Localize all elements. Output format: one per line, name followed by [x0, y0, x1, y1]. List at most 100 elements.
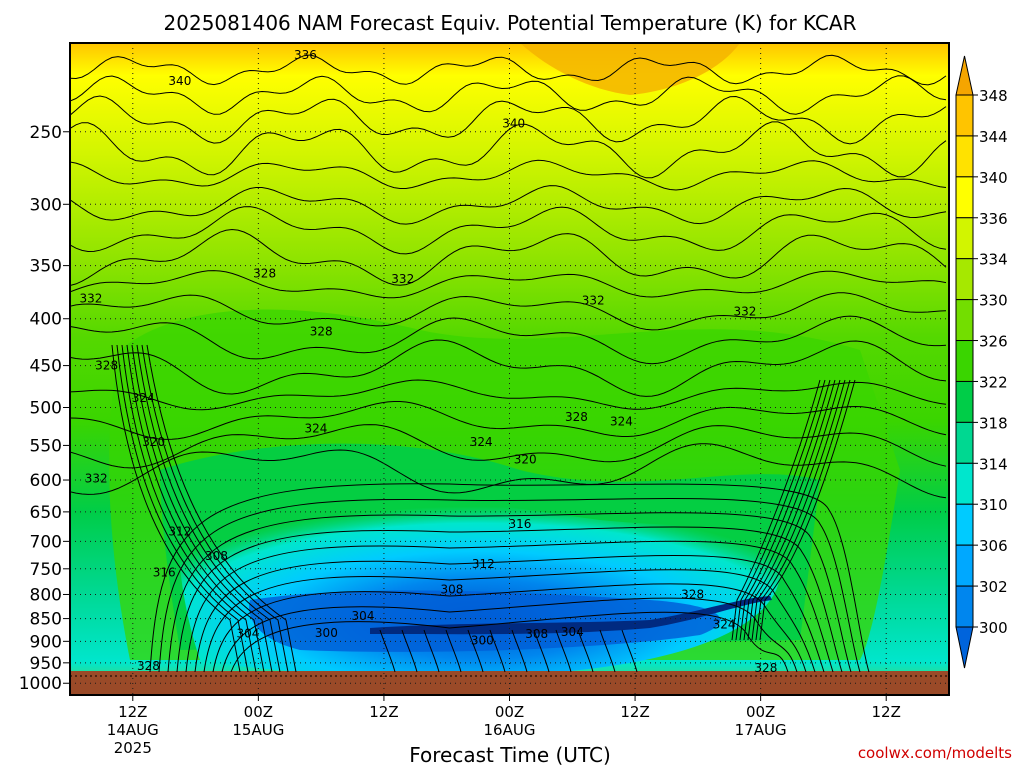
y-axis: 2503003504004505005506006507007508008509…: [19, 123, 70, 694]
contour-label: 308: [205, 549, 228, 563]
x-tick-label: 00Z: [746, 703, 775, 721]
contour-label: 308: [440, 582, 463, 596]
colorbar-swatch: [955, 462, 974, 505]
contour-label: 316: [153, 565, 176, 579]
y-tick-label: 900: [30, 632, 62, 652]
y-tick-label: 800: [30, 585, 62, 605]
colorbar-cap-bottom: [955, 626, 974, 669]
plot-area: 336 340 340 328 332 332 332 332 328 328 324 324 324 3…: [70, 43, 949, 695]
contour-label: 300: [315, 626, 338, 640]
contour-line: [489, 629, 506, 673]
contour-line: [221, 597, 798, 673]
contour-line: [747, 379, 841, 641]
contour-line: [599, 629, 616, 673]
x-tick-sublabel: 17AUG: [735, 721, 787, 739]
contour-line: [70, 379, 947, 411]
colorbar-swatch: [955, 503, 974, 546]
sharp-gradient-band: [370, 596, 772, 635]
contour-line: [70, 292, 947, 331]
contour-line: [743, 379, 836, 641]
chart-title: 2025081406 NAM Forecast Equiv. Potential…: [164, 11, 857, 35]
colorbar-label: 344: [979, 128, 1008, 146]
contour-line: [755, 379, 851, 641]
contour-line: [212, 583, 807, 673]
x-tick-sublabel: 15AUG: [232, 721, 284, 739]
colorbar-swatch: [955, 135, 974, 178]
colorbar-swatch: [955, 340, 974, 382]
contour-line: [149, 483, 870, 673]
contour-labels: 336 340 340 328 332 332 332 332 328 328 324 324 324 3…: [79, 48, 777, 675]
contour-label: 312: [168, 525, 191, 539]
x-tick-sublabel: 16AUG: [484, 721, 536, 739]
contour-line: [70, 95, 947, 145]
gridlines: [70, 43, 949, 695]
contour-label: 328: [681, 587, 704, 601]
colorbar-label: 330: [979, 292, 1008, 310]
colorbar-label: 326: [979, 333, 1008, 351]
x-tick-label: 12Z: [118, 703, 147, 721]
contour-label: 328: [137, 659, 160, 673]
contour-line: [230, 611, 789, 673]
contour-label: 324: [470, 435, 493, 449]
contour-line: [185, 540, 834, 673]
contour-line: [445, 629, 462, 673]
y-tick-label: 950: [30, 654, 62, 674]
contour-line: [146, 344, 297, 673]
contour-line: [467, 629, 484, 673]
contour-label: 324: [304, 421, 327, 435]
y-tick-label: 650: [30, 503, 62, 523]
contour-label: 308: [525, 627, 548, 641]
upper-yellow-cap: [520, 43, 740, 95]
x-tick-label: 12Z: [620, 703, 649, 721]
y-tick-label: 600: [30, 471, 62, 491]
contour-line: [70, 121, 947, 179]
contour-line: [759, 379, 856, 641]
contour-line: [141, 344, 289, 673]
x-tick-label: 12Z: [872, 703, 901, 721]
contour-line: [121, 344, 257, 673]
contour-label: 328: [754, 661, 777, 675]
colorbar-swatch: [955, 258, 974, 301]
colorbar-swatch: [955, 544, 974, 587]
contour-label: 328: [310, 324, 333, 338]
colorbar-swatch: [955, 380, 974, 423]
contour-label: 320: [142, 435, 165, 449]
contour-line: [126, 344, 265, 673]
contour-label: 304: [352, 609, 375, 623]
contour-line: [735, 379, 826, 641]
contour-line: [739, 379, 831, 641]
contour-line: [194, 554, 825, 673]
y-tick-label: 850: [30, 610, 62, 630]
x-tick-sublabel: 14AUG: [107, 721, 159, 739]
contour-label: 340: [168, 74, 191, 88]
contour-label: 332: [79, 291, 102, 305]
colorbar-label: 300: [979, 619, 1008, 637]
contour-line: [111, 344, 241, 673]
colorbar-label: 302: [979, 578, 1008, 596]
colorbar-swatch: [955, 421, 974, 464]
x-tick-label: 00Z: [495, 703, 524, 721]
colorbar-swatch: [955, 585, 974, 628]
colorbar: 348 344 340 336 334 330 326 322 318 314 310 306 302 3…: [955, 55, 1008, 669]
colorbar-label: 314: [979, 455, 1008, 473]
colorbar-label: 318: [979, 414, 1008, 432]
colorbar-label: 348: [979, 87, 1008, 105]
contour-line: [70, 339, 947, 397]
contour-label: 320: [514, 453, 537, 467]
x-tick-sublabel: 2025: [114, 739, 152, 757]
y-tick-label: 350: [30, 257, 62, 277]
credit-link[interactable]: coolwx.com/modelts: [858, 744, 1012, 762]
y-tick-label: 700: [30, 532, 62, 552]
x-axis-label: Forecast Time (UTC): [409, 743, 611, 767]
contour-line: [533, 629, 550, 673]
contour-label: 324: [132, 391, 155, 405]
contour-line: [70, 315, 947, 365]
contour-line: [70, 206, 947, 255]
contour-lines: [70, 54, 947, 673]
contour-line: [70, 228, 947, 286]
contour-line: [577, 629, 594, 673]
contour-line: [203, 569, 816, 673]
x-tick-label: 12Z: [369, 703, 398, 721]
